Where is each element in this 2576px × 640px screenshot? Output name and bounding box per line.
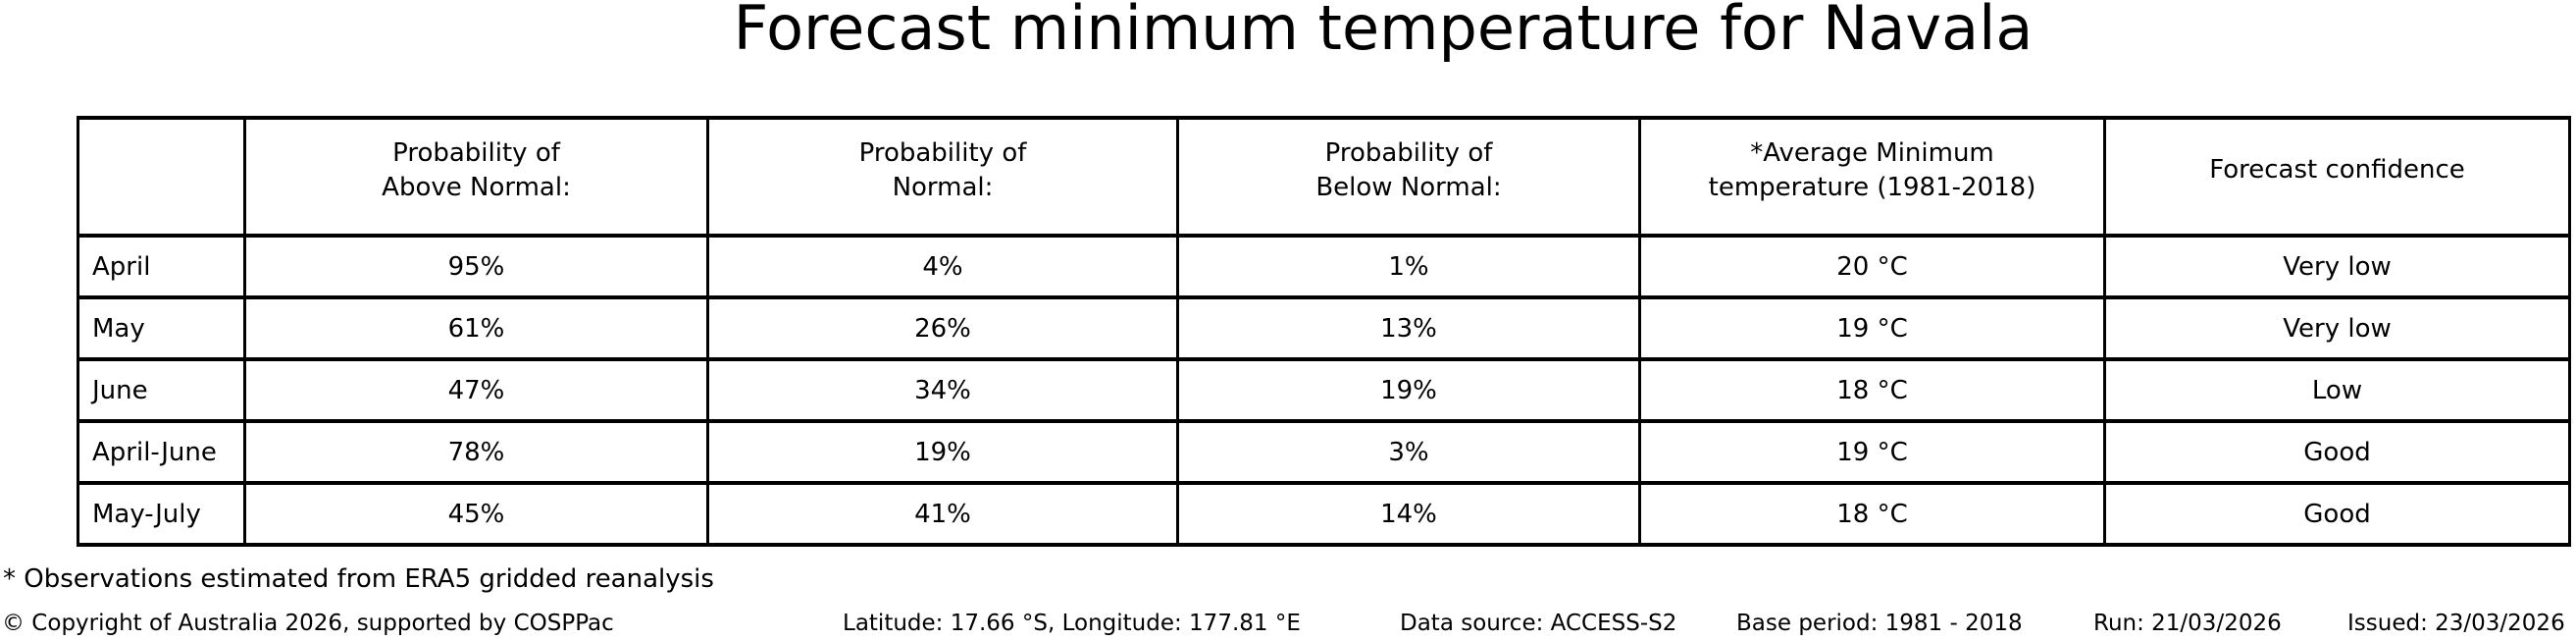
- footer-copyright: © Copyright of Australia 2026, supported…: [2, 611, 614, 636]
- col-header-forecast-confidence: Forecast confidence: [2103, 116, 2571, 238]
- cell-avg-temp: 19 °C: [1638, 419, 2106, 485]
- table-row-april-june: April-June 78% 19% 3% 19 °C Good: [77, 419, 2571, 485]
- cell-normal: 41%: [706, 481, 1179, 547]
- cell-normal: 4%: [706, 234, 1179, 299]
- cell-confidence: Good: [2103, 419, 2571, 485]
- footer-bar: © Copyright of Australia 2026, supported…: [0, 609, 2576, 640]
- cell-confidence: Very low: [2103, 234, 2571, 299]
- cell-above-normal: 95%: [243, 234, 709, 299]
- page-title: Forecast minimum temperature for Navala: [733, 0, 2034, 64]
- footer-issued-date: Issued: 23/03/2026: [2347, 611, 2565, 636]
- cell-below-normal: 13%: [1176, 295, 1641, 361]
- table-row-april: April 95% 4% 1% 20 °C Very low: [77, 234, 2571, 299]
- cell-above-normal: 47%: [243, 357, 709, 423]
- cell-confidence: Very low: [2103, 295, 2571, 361]
- table-row-june: June 47% 34% 19% 18 °C Low: [77, 357, 2571, 423]
- cell-below-normal: 1%: [1176, 234, 1641, 299]
- cell-avg-temp: 19 °C: [1638, 295, 2106, 361]
- cell-below-normal: 3%: [1176, 419, 1641, 485]
- cell-avg-temp: 18 °C: [1638, 357, 2106, 423]
- table-row-may: May 61% 26% 13% 19 °C Very low: [77, 295, 2571, 361]
- col-header-prob-normal: Probability of Normal:: [706, 116, 1179, 238]
- row-label: April: [77, 234, 246, 299]
- col-header-avg-min-temperature: *Average Minimum temperature (1981-2018): [1638, 116, 2106, 238]
- col-header-prob-above-normal: Probability of Above Normal:: [243, 116, 709, 238]
- cell-avg-temp: 18 °C: [1638, 481, 2106, 547]
- footer-run-date: Run: 21/03/2026: [2093, 611, 2282, 636]
- footer-location: Latitude: 17.66 °S, Longitude: 177.81 °E: [843, 611, 1301, 636]
- cell-normal: 19%: [706, 419, 1179, 485]
- footer-base-period: Base period: 1981 - 2018: [1736, 611, 2023, 636]
- footer-data-source: Data source: ACCESS-S2: [1400, 611, 1677, 636]
- table-row-may-july: May-July 45% 41% 14% 18 °C Good: [77, 481, 2571, 547]
- cell-normal: 26%: [706, 295, 1179, 361]
- cell-confidence: Good: [2103, 481, 2571, 547]
- cell-above-normal: 78%: [243, 419, 709, 485]
- forecast-table: Probability of Above Normal: Probability…: [77, 116, 2571, 547]
- row-label: June: [77, 357, 246, 423]
- cell-above-normal: 61%: [243, 295, 709, 361]
- cell-avg-temp: 20 °C: [1638, 234, 2106, 299]
- row-label: April-June: [77, 419, 246, 485]
- table-header-row: Probability of Above Normal: Probability…: [77, 116, 2571, 238]
- col-header-prob-below-normal: Probability of Below Normal:: [1176, 116, 1641, 238]
- corner-cell: [77, 116, 246, 238]
- cell-below-normal: 19%: [1176, 357, 1641, 423]
- cell-normal: 34%: [706, 357, 1179, 423]
- cell-below-normal: 14%: [1176, 481, 1641, 547]
- cell-confidence: Low: [2103, 357, 2571, 423]
- cell-above-normal: 45%: [243, 481, 709, 547]
- footnote: * Observations estimated from ERA5 gridd…: [3, 564, 714, 594]
- row-label: May-July: [77, 481, 246, 547]
- row-label: May: [77, 295, 246, 361]
